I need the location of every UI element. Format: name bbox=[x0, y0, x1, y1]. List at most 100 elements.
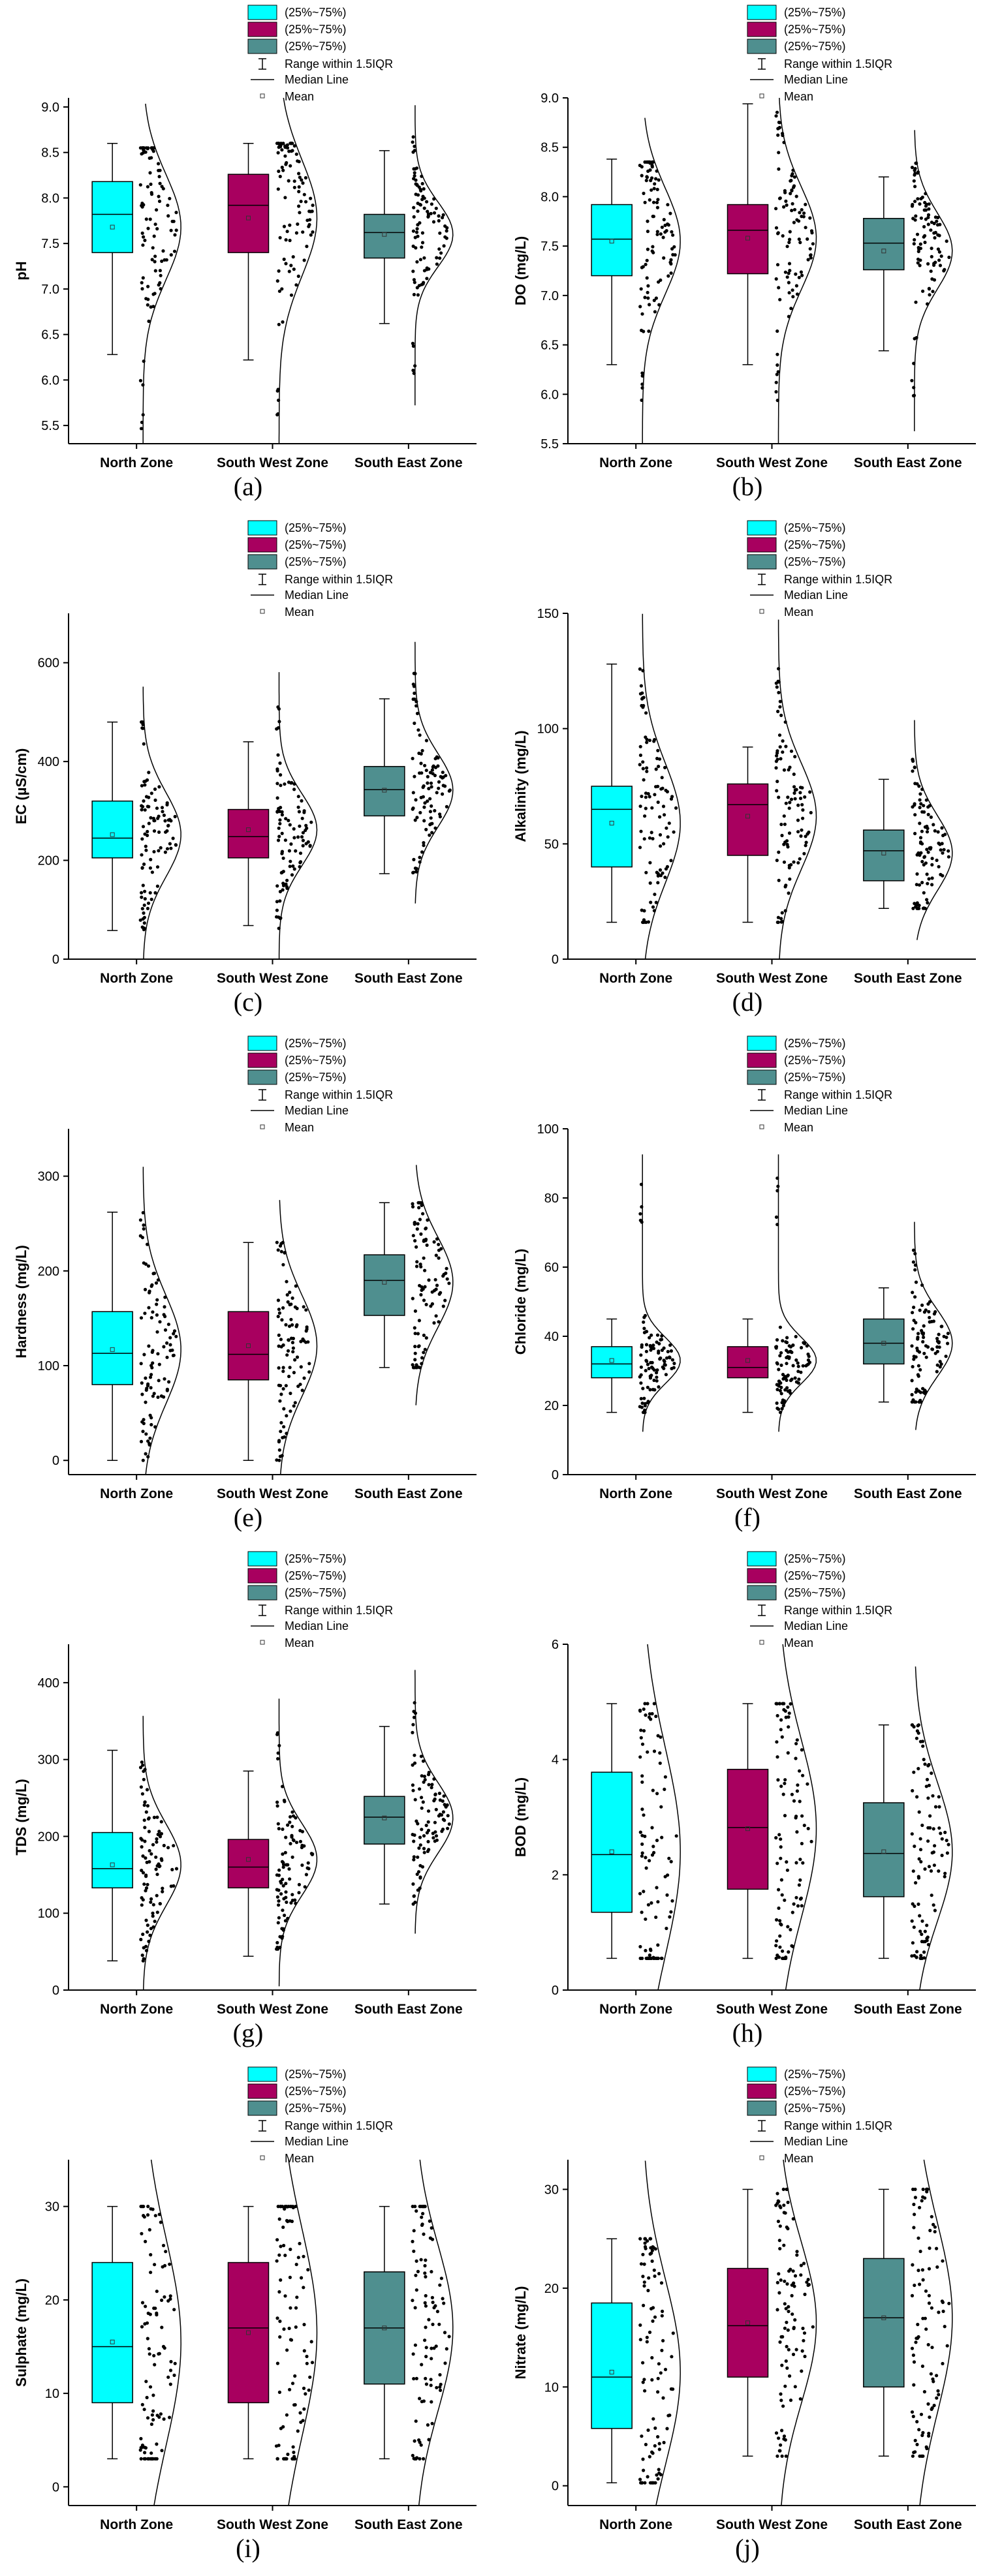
data-point bbox=[648, 1388, 652, 1392]
data-point bbox=[422, 819, 426, 823]
data-point bbox=[148, 171, 152, 175]
data-point bbox=[139, 2446, 143, 2449]
data-point bbox=[937, 2393, 941, 2397]
data-point bbox=[298, 1829, 302, 1833]
data-point bbox=[445, 229, 448, 233]
data-point bbox=[416, 193, 420, 197]
data-point bbox=[423, 763, 427, 767]
data-point bbox=[139, 1937, 143, 1942]
data-point bbox=[783, 1814, 787, 1818]
data-point bbox=[447, 1281, 451, 1285]
data-point bbox=[936, 215, 940, 220]
data-point bbox=[287, 1867, 291, 1871]
data-point bbox=[662, 2440, 666, 2445]
data-point bbox=[802, 211, 806, 215]
data-point bbox=[298, 176, 302, 179]
data-point bbox=[939, 848, 943, 852]
data-point bbox=[657, 2447, 661, 2451]
data-point bbox=[801, 816, 805, 820]
data-point bbox=[284, 1323, 288, 1326]
data-point bbox=[415, 2259, 418, 2263]
data-point bbox=[786, 845, 790, 849]
box-north: North Zone bbox=[91, 686, 181, 986]
data-point bbox=[281, 1884, 285, 1888]
data-point bbox=[280, 813, 284, 817]
data-point bbox=[138, 1234, 142, 1238]
data-point bbox=[288, 1291, 292, 1295]
data-point bbox=[919, 1860, 923, 1863]
data-point bbox=[288, 2275, 292, 2279]
data-point bbox=[168, 2297, 172, 2301]
data-point bbox=[670, 1366, 674, 1371]
data-point bbox=[782, 860, 787, 864]
data-point bbox=[296, 2256, 300, 2260]
data-point bbox=[411, 1296, 415, 1300]
data-point bbox=[278, 174, 282, 179]
data-point bbox=[786, 1705, 790, 1709]
data-point bbox=[791, 2312, 794, 2316]
density-curve bbox=[278, 672, 318, 959]
data-point bbox=[775, 1713, 779, 1718]
data-point bbox=[930, 221, 933, 224]
legend-item-label: (25%~75%) bbox=[784, 555, 846, 568]
data-point bbox=[799, 834, 803, 838]
data-point bbox=[674, 806, 678, 810]
data-point bbox=[149, 156, 153, 160]
data-point bbox=[141, 1871, 146, 1875]
data-point bbox=[442, 2301, 446, 2305]
data-point bbox=[415, 227, 419, 231]
data-point bbox=[420, 2222, 424, 2226]
data-point bbox=[640, 1842, 644, 1846]
legend-swatch-north bbox=[247, 2066, 277, 2082]
data-point bbox=[441, 2297, 445, 2301]
data-point bbox=[289, 842, 293, 846]
data-point bbox=[924, 1355, 928, 1359]
data-point bbox=[910, 1379, 914, 1383]
data-point bbox=[157, 168, 161, 172]
data-point bbox=[415, 2288, 418, 2292]
box-southeast: South East Zone bbox=[354, 641, 463, 986]
data-point bbox=[796, 1381, 800, 1385]
data-point bbox=[142, 1882, 146, 1886]
data-point bbox=[913, 802, 916, 806]
data-point bbox=[912, 2202, 916, 2207]
data-point bbox=[140, 1869, 144, 1873]
data-point bbox=[278, 1946, 282, 1950]
data-point bbox=[412, 215, 416, 219]
data-point bbox=[311, 204, 315, 207]
data-point bbox=[793, 2318, 797, 2322]
data-point bbox=[422, 1847, 426, 1850]
data-point bbox=[427, 787, 431, 791]
data-point bbox=[779, 917, 783, 921]
data-point bbox=[922, 1336, 926, 1340]
data-point bbox=[640, 174, 644, 177]
data-point bbox=[151, 1310, 155, 1314]
legend-range-label: Range within 1.5IQR bbox=[285, 573, 393, 586]
data-point bbox=[785, 1340, 789, 1345]
data-point bbox=[447, 1822, 451, 1826]
data-point bbox=[653, 793, 657, 797]
box-north: North Zone bbox=[591, 1644, 681, 2017]
data-point bbox=[644, 920, 648, 925]
data-point bbox=[289, 781, 293, 785]
data-point bbox=[646, 284, 650, 288]
data-point bbox=[157, 199, 162, 204]
data-point bbox=[642, 1326, 646, 1330]
data-point bbox=[924, 217, 928, 221]
data-point bbox=[648, 303, 651, 307]
chart-panel-7: 0 100 200 300 400 TDS (mg/L) North Zone South W… bbox=[7, 1546, 490, 2055]
data-point bbox=[650, 831, 653, 835]
data-point bbox=[430, 202, 434, 206]
data-point bbox=[296, 795, 300, 799]
iqr-box bbox=[591, 2302, 633, 2429]
data-point bbox=[152, 1271, 157, 1276]
data-point bbox=[926, 1839, 930, 1843]
data-point bbox=[291, 255, 295, 259]
data-point bbox=[413, 774, 416, 778]
data-point bbox=[916, 197, 920, 201]
data-point bbox=[668, 211, 672, 215]
data-point bbox=[146, 2337, 149, 2340]
data-point bbox=[638, 2338, 642, 2342]
data-point bbox=[774, 2431, 779, 2435]
data-point bbox=[941, 2361, 945, 2366]
